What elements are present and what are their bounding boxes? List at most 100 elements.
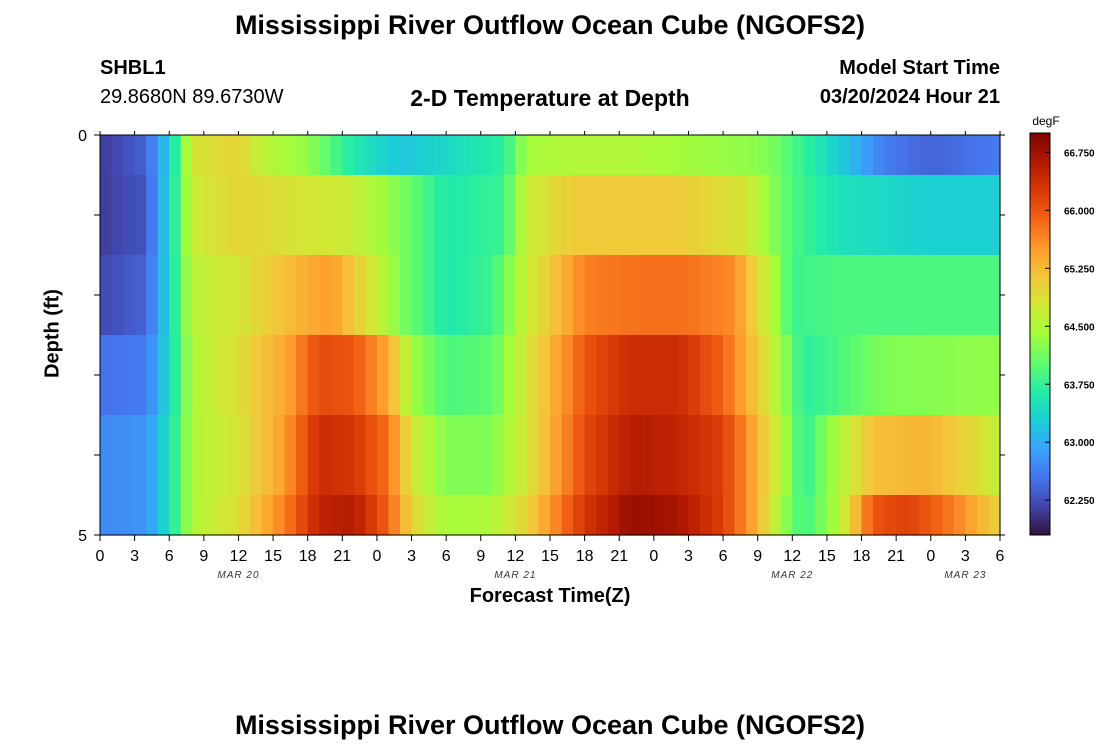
heatmap-cell — [515, 335, 528, 416]
heatmap-cell — [203, 495, 216, 536]
heatmap-cell — [711, 135, 724, 176]
heatmap-cell — [515, 415, 528, 496]
heatmap-cell — [157, 135, 170, 176]
x-tick-label: 0 — [649, 548, 658, 565]
heatmap-cell — [873, 335, 886, 416]
heatmap-cell — [723, 495, 736, 536]
heatmap-cell — [873, 415, 886, 496]
colorbar-tick-label: 64.500 — [1064, 322, 1095, 333]
heatmap-cell — [319, 175, 332, 256]
heatmap-cell — [803, 415, 816, 496]
heatmap-cell — [988, 255, 1001, 336]
heatmap-cell — [480, 415, 493, 496]
heatmap-cell — [965, 175, 978, 256]
heatmap-cell — [192, 415, 205, 496]
heatmap-cell — [376, 255, 390, 336]
heatmap-cell — [469, 495, 482, 536]
x-tick-label: 15 — [264, 548, 282, 565]
heatmap-cell — [319, 495, 332, 536]
heatmap-cell — [492, 495, 505, 536]
heatmap-cell — [446, 175, 459, 256]
heatmap-cell — [134, 335, 147, 416]
heatmap-cell — [780, 135, 793, 176]
heatmap-cell — [434, 495, 447, 536]
heatmap-cell — [215, 415, 228, 496]
heatmap-cell — [273, 255, 286, 336]
heatmap-cell — [480, 255, 493, 336]
heatmap-cell — [134, 495, 147, 536]
heatmap-cell — [688, 495, 701, 536]
heatmap-cell — [307, 415, 320, 496]
heatmap-cell — [180, 255, 193, 336]
heatmap-cell — [388, 255, 401, 336]
heatmap-cell — [653, 255, 666, 336]
x-tick-label: 18 — [299, 548, 317, 565]
heatmap-cell — [180, 175, 193, 256]
heatmap-cell — [861, 495, 874, 536]
heatmap-cell — [953, 135, 966, 176]
heatmap-cell — [838, 175, 851, 256]
heatmap-cell — [757, 135, 770, 176]
heatmap-cell — [526, 175, 540, 256]
heatmap-cell — [550, 335, 563, 416]
heatmap-cell — [884, 335, 897, 416]
colorbar: degF 66.750 66.000 65.250 64.500 63.750 63.000… — [1029, 114, 1095, 536]
heatmap-cell — [319, 135, 332, 176]
heatmap-cell — [700, 335, 713, 416]
heatmap-cell — [319, 255, 332, 336]
heatmap-cell — [919, 255, 932, 336]
heatmap-cell — [596, 415, 609, 496]
colorbar-tick-label: 65.250 — [1064, 264, 1095, 275]
heatmap-cell — [769, 255, 782, 336]
heatmap-cell — [146, 135, 159, 176]
heatmap-cell — [757, 175, 770, 256]
heatmap-cell — [896, 135, 909, 176]
heatmap-cell — [850, 415, 863, 496]
x-tick-label: 18 — [853, 548, 871, 565]
heatmap-cell — [919, 135, 932, 176]
heatmap-cell — [665, 415, 678, 496]
heatmap-cell — [146, 415, 159, 496]
heatmap-cell — [584, 415, 597, 496]
heatmap-cell — [596, 495, 609, 536]
heatmap-cell — [930, 335, 943, 416]
heatmap-cell — [503, 335, 516, 416]
heatmap-cell — [988, 335, 1001, 416]
date-label: MAR 22 — [771, 570, 813, 581]
heatmap-cell — [723, 415, 736, 496]
heatmap-cell — [850, 175, 863, 256]
heatmap-cell — [365, 415, 378, 496]
heatmap-cell — [480, 135, 493, 176]
heatmap-cell — [688, 135, 701, 176]
heatmap-cell — [769, 175, 782, 256]
heatmap-cell — [226, 135, 240, 176]
heatmap-cell — [307, 335, 320, 416]
x-tick-label: 9 — [199, 548, 208, 565]
heatmap-cell — [434, 335, 447, 416]
x-tick-label: 3 — [961, 548, 970, 565]
heatmap-cell — [965, 495, 978, 536]
heatmap-cell — [238, 415, 251, 496]
heatmap-cell — [296, 175, 309, 256]
heatmap-cell — [192, 135, 205, 176]
station-id: SHBL1 — [100, 57, 166, 79]
heatmap-cell — [596, 335, 609, 416]
heatmap-cell — [896, 175, 909, 256]
heatmap-cell — [434, 135, 447, 176]
heatmap-cell — [157, 255, 170, 336]
heatmap-cell — [561, 495, 574, 536]
heatmap-cell — [180, 495, 193, 536]
heatmap-cell — [273, 495, 286, 536]
heatmap-cell — [342, 335, 355, 416]
heatmap-cell — [157, 175, 170, 256]
heatmap-cell — [873, 255, 886, 336]
heatmap-cell — [607, 495, 620, 536]
heatmap-cell — [203, 335, 216, 416]
heatmap-cell — [457, 175, 470, 256]
model-start-value: 03/20/2024 Hour 21 — [819, 86, 1000, 108]
heatmap-cell — [896, 415, 909, 496]
heatmap-cell — [365, 175, 378, 256]
heatmap-cell — [123, 415, 136, 496]
heatmap-cell — [296, 255, 309, 336]
heatmap-cell — [573, 415, 586, 496]
